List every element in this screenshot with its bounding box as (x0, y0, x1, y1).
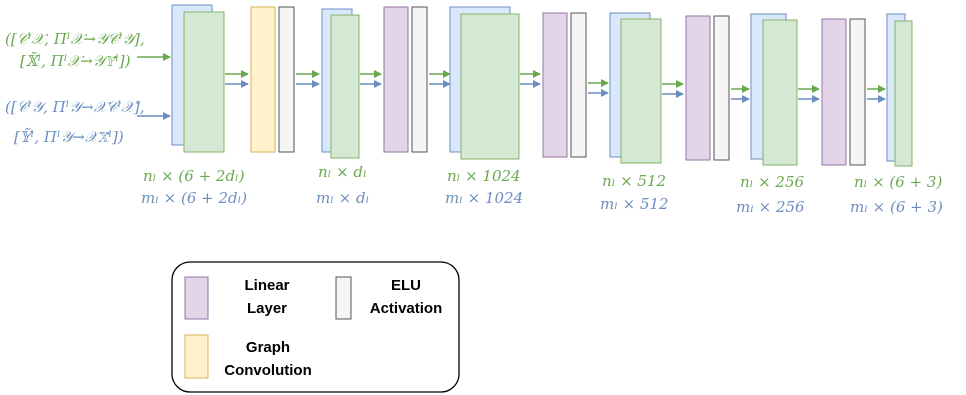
dim-label-green: nₗ × 1024 (447, 167, 521, 185)
input-blue-line2: [𝕐̃ˡ, Πˡ𝒴→𝒳𝕏̃ˡ]) (14, 127, 124, 146)
input-feature-green-block (183, 11, 225, 153)
linear-layer-block (542, 12, 568, 158)
legend-elu-label-line2: Activation (370, 300, 443, 317)
dim-label-blue: mₗ × 256 (736, 198, 805, 216)
dim-label-blue: mₗ × dₗ (316, 189, 369, 207)
dim-label-blue: mₗ × (6 + 2dₗ) (141, 189, 247, 207)
elu-activation-block (849, 18, 866, 166)
elu-activation-block (411, 6, 428, 153)
legend-graph-label-line1: Graph (246, 339, 290, 356)
legend-elu-label-line1: ELU (391, 277, 421, 294)
legend-linear-label-line1: Linear (244, 277, 289, 294)
legend-graph-swatch (184, 334, 209, 379)
legend-linear-swatch (184, 276, 209, 320)
dim-label-green: nₗ × (6 + 2dₗ) (143, 167, 245, 185)
input-blue-line1: ([𝒞ˡ𝒴, Πˡ𝒴→𝒳𝒞ˡ𝒳], (5, 98, 145, 116)
legend-graph-label-line2: Convolution (224, 362, 311, 379)
elu-activation-block (570, 12, 587, 158)
feature-green-block (620, 18, 662, 164)
graph-convolution-block (250, 6, 276, 153)
legend-box (171, 261, 460, 393)
dim-label-blue: mₗ × 512 (600, 195, 669, 213)
elu-activation-block (278, 6, 295, 153)
dim-label-blue: mₗ × (6 + 3) (850, 198, 943, 216)
output-green-block (894, 20, 913, 167)
dim-label-green: nₗ × (6 + 3) (854, 173, 942, 191)
legend-linear-label-line2: Layer (247, 300, 287, 317)
feature-green-block (330, 14, 360, 159)
dim-label-green: nₗ × 512 (602, 172, 666, 190)
feature-green-block (762, 19, 798, 166)
legend-elu-swatch (335, 276, 352, 320)
dim-label-green: nₗ × dₗ (318, 163, 367, 181)
linear-layer-block (821, 18, 847, 166)
linear-layer-block (685, 15, 711, 161)
dim-label-blue: mₗ × 1024 (445, 189, 523, 207)
linear-layer-block (383, 6, 409, 153)
input-green-line1: ([𝒞ˡ𝒳, Πˡ𝒳→𝒴𝒞ˡ𝒴], (5, 30, 145, 48)
feature-green-block (460, 13, 520, 160)
elu-activation-block (713, 15, 730, 161)
input-green-line2: [𝕏̃ˡ, Πˡ𝒳→𝒴𝕐̃ˡ]) (20, 51, 131, 70)
dim-label-green: nₗ × 256 (740, 173, 804, 191)
